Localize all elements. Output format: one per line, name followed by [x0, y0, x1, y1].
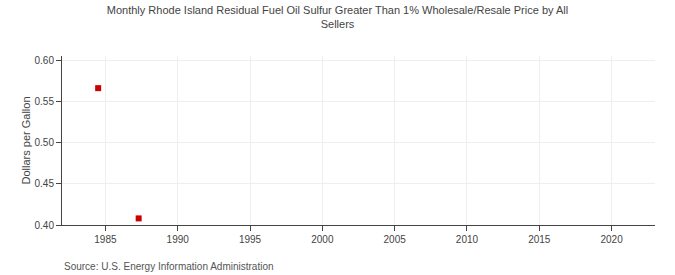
svg-text:2005: 2005	[384, 234, 407, 245]
svg-text:1990: 1990	[167, 234, 190, 245]
svg-text:2015: 2015	[528, 234, 551, 245]
svg-text:2000: 2000	[311, 234, 334, 245]
svg-text:1995: 1995	[239, 234, 262, 245]
svg-text:1985: 1985	[94, 234, 117, 245]
svg-text:2010: 2010	[456, 234, 479, 245]
svg-text:2020: 2020	[600, 234, 623, 245]
svg-text:Source: U.S. Energy Informatio: Source: U.S. Energy Information Administ…	[64, 261, 274, 272]
svg-text:Monthly Rhode Island Residual: Monthly Rhode Island Residual Fuel Oil S…	[107, 4, 568, 30]
svg-text:0.60: 0.60	[35, 55, 55, 66]
svg-text:Dollars per Gallon: Dollars per Gallon	[20, 96, 32, 184]
svg-text:0.40: 0.40	[35, 220, 55, 231]
svg-text:0.55: 0.55	[35, 96, 55, 107]
svg-text:0.45: 0.45	[35, 178, 55, 189]
svg-text:0.50: 0.50	[35, 137, 55, 148]
